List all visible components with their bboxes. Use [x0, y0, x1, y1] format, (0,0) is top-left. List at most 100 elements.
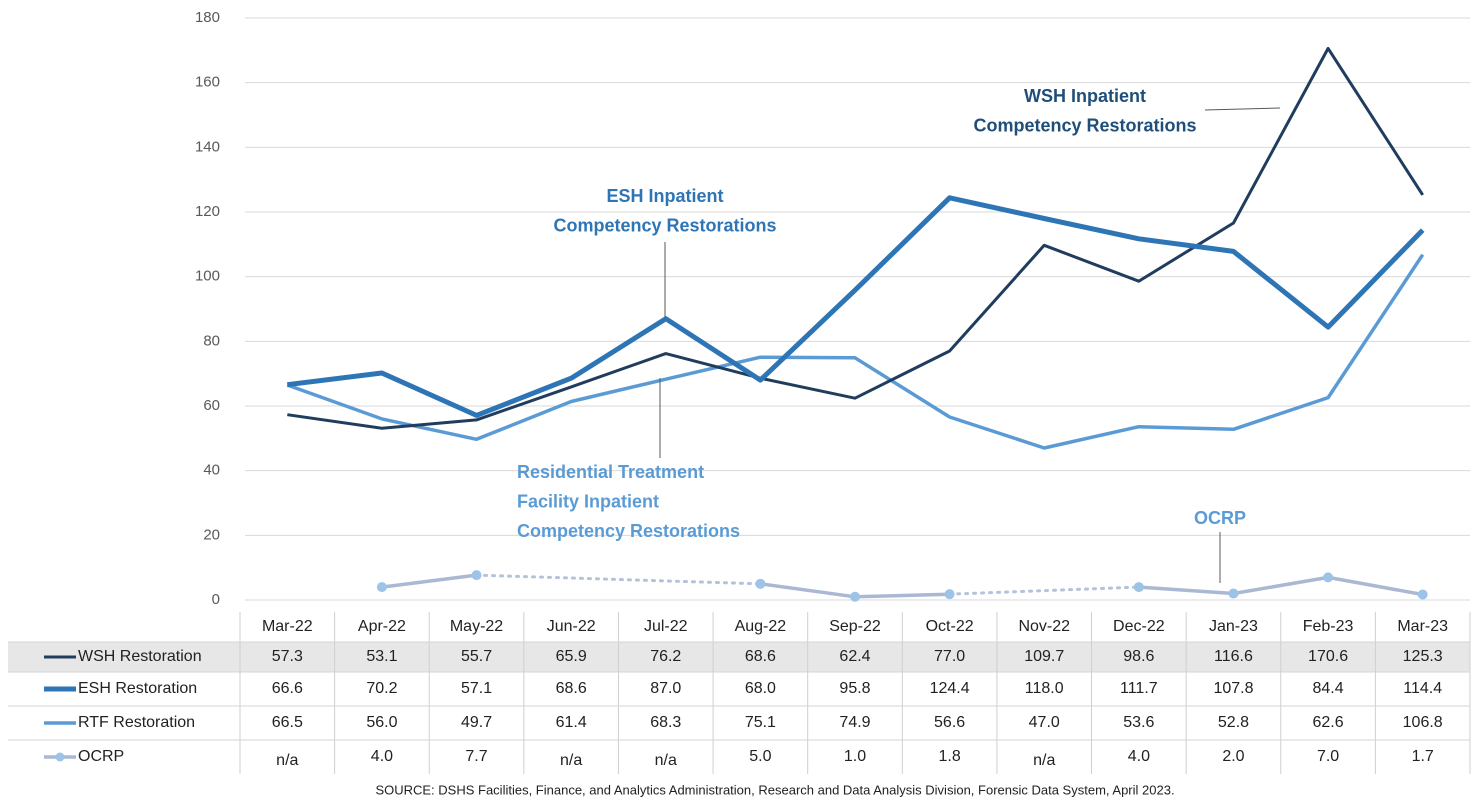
table-cell: 125.3: [1403, 648, 1443, 665]
table-cell: n/a: [276, 752, 298, 769]
y-tick-label: 80: [203, 332, 220, 349]
legend-label: WSH Restoration: [78, 648, 202, 665]
x-tick-label: Dec-22: [1113, 618, 1165, 635]
table-cell: 62.4: [839, 648, 870, 665]
gap-connector: [475, 573, 762, 586]
annotation: WSH Inpatient: [1024, 86, 1146, 106]
table-cell: 66.5: [272, 714, 303, 731]
table-cell: 118.0: [1025, 680, 1064, 697]
annotation: Competency Restorations: [553, 215, 776, 235]
table-cell: 109.7: [1024, 648, 1064, 665]
annotation: Residential Treatment: [517, 462, 704, 482]
legend-marker: [55, 752, 65, 762]
table-cell: 57.3: [272, 648, 303, 665]
table-cell: 68.3: [650, 714, 681, 731]
table-cell: 53.6: [1123, 714, 1154, 731]
point-marker: [1133, 582, 1144, 593]
point-marker: [1228, 588, 1239, 599]
table-cell: 7.7: [465, 748, 487, 765]
table-cell: n/a: [560, 752, 582, 769]
gap-connector: [948, 585, 1141, 596]
table-cell: n/a: [1033, 752, 1055, 769]
table-cell: 74.9: [839, 714, 870, 731]
table-row-shade: [8, 642, 1470, 672]
y-tick-label: 100: [195, 268, 220, 285]
y-tick-label: 20: [203, 526, 220, 543]
x-tick-label: Apr-22: [358, 618, 406, 635]
table-cell: 75.1: [745, 714, 776, 731]
y-tick-label: 180: [195, 9, 220, 26]
point-marker: [471, 570, 482, 581]
source: SOURCE: DSHS Facilities, Finance, and An…: [375, 782, 1174, 797]
point-marker: [1417, 589, 1428, 600]
y-tick-label: 140: [195, 138, 220, 155]
table-cell: 111.7: [1120, 680, 1158, 697]
table-cell: 1.7: [1412, 748, 1434, 765]
annotation: OCRP: [1194, 508, 1246, 528]
table-cell: 106.8: [1403, 714, 1443, 731]
legend-label: OCRP: [78, 748, 124, 765]
table-cell: 4.0: [1128, 748, 1150, 765]
table-cell: 2.0: [1222, 748, 1244, 765]
leader-line: [1204, 107, 1281, 111]
y-tick-label: 40: [203, 462, 220, 479]
table-cell: 53.1: [366, 648, 397, 665]
point-marker: [1323, 572, 1334, 583]
point-marker: [944, 589, 955, 600]
table-cell: 107.8: [1213, 680, 1253, 697]
table-cell: 52.8: [1218, 714, 1249, 731]
annotation: Competency Restorations: [973, 115, 1196, 135]
table-cell: 65.9: [556, 648, 587, 665]
table-cell: 68.0: [745, 680, 776, 697]
table-cell: 1.8: [938, 748, 960, 765]
x-tick-label: Feb-23: [1303, 618, 1354, 635]
x-tick-label: Oct-22: [926, 618, 974, 635]
table-cell: 70.2: [366, 680, 397, 697]
table-cell: 66.6: [272, 680, 303, 697]
x-tick-label: Aug-22: [735, 618, 787, 635]
y-tick-label: 0: [212, 591, 220, 608]
point-marker: [755, 578, 766, 589]
table-cell: 61.4: [556, 714, 587, 731]
table-cell: 87.0: [650, 680, 681, 697]
series-line: [286, 195, 1425, 418]
series-line: [286, 253, 1425, 450]
table-cell: 114.4: [1403, 680, 1442, 697]
table-cell: 116.6: [1214, 648, 1253, 665]
table-cell: 5.0: [749, 748, 771, 765]
x-tick-label: Mar-22: [262, 618, 313, 635]
table-cell: 68.6: [745, 648, 776, 665]
table-cell: 56.0: [366, 714, 397, 731]
table-cell: 77.0: [934, 648, 965, 665]
x-tick-label: Jul-22: [644, 618, 688, 635]
y-tick-label: 160: [195, 74, 220, 91]
annotation: Competency Restorations: [517, 521, 740, 541]
table-cell: 124.4: [930, 680, 970, 697]
legend-label: RTF Restoration: [78, 714, 195, 731]
table-cell: 47.0: [1029, 714, 1060, 731]
x-tick-label: May-22: [450, 618, 503, 635]
point-marker: [376, 582, 387, 593]
series-line: [381, 573, 1424, 599]
annotation: Facility Inpatient: [517, 491, 659, 511]
table-cell: 55.7: [461, 648, 492, 665]
table-cell: 95.8: [839, 680, 870, 697]
x-tick-label: Jun-22: [547, 618, 596, 635]
annotation: ESH Inpatient: [606, 186, 723, 206]
table-cell: 170.6: [1308, 648, 1348, 665]
legend-label: ESH Restoration: [78, 680, 197, 697]
table-cell: n/a: [655, 752, 677, 769]
table-cell: 76.2: [650, 648, 681, 665]
x-tick-label: Sep-22: [829, 618, 881, 635]
table-cell: 62.6: [1313, 714, 1344, 731]
table-cell: 7.0: [1317, 748, 1339, 765]
table-cell: 68.6: [556, 680, 587, 697]
x-tick-label: Jan-23: [1209, 618, 1258, 635]
table-cell: 56.6: [934, 714, 965, 731]
x-tick-label: Nov-22: [1018, 618, 1070, 635]
table-cell: 1.0: [844, 748, 866, 765]
series-line: [287, 46, 1424, 430]
table-cell: 84.4: [1313, 680, 1344, 697]
table-cell: 57.1: [461, 680, 492, 697]
